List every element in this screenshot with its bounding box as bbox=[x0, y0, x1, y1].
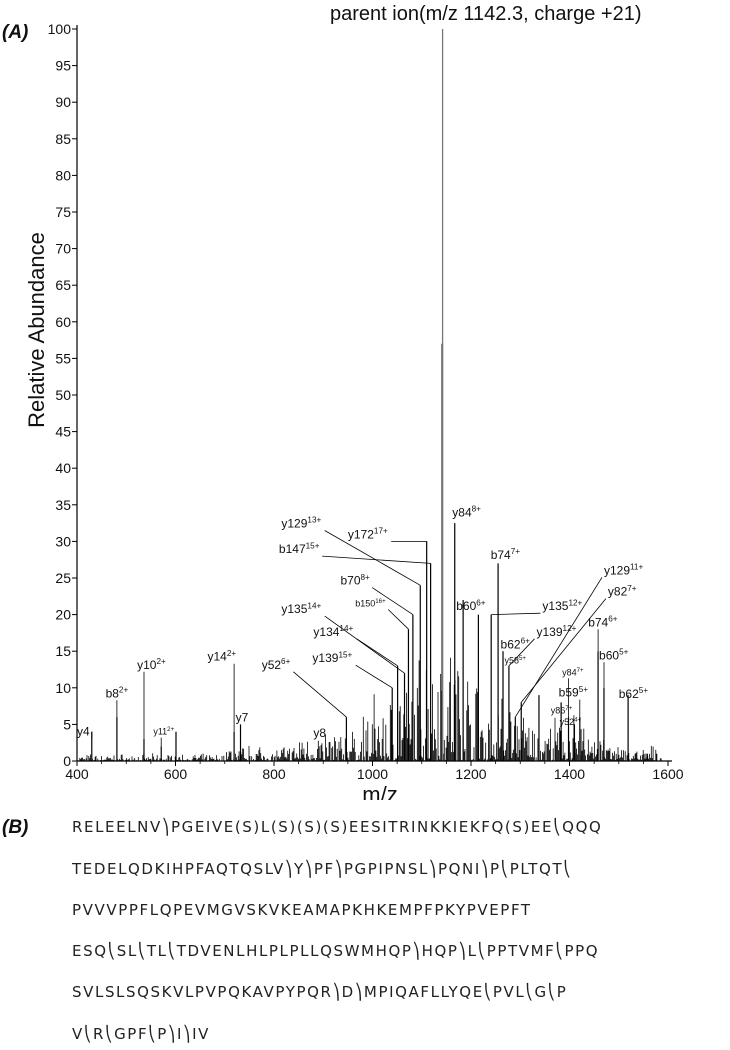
y-tick-label: 5 bbox=[63, 716, 71, 732]
ion-annotation: b746+ bbox=[588, 615, 618, 630]
ion-annotation: y13414+ bbox=[313, 624, 353, 639]
y-tick-label: 50 bbox=[55, 387, 71, 403]
ion-annotation: y848+ bbox=[452, 505, 481, 520]
panel-label-b: (B) bbox=[2, 817, 29, 838]
annotation-leader bbox=[322, 555, 431, 564]
annotation-leader bbox=[355, 664, 393, 689]
ion-annotation: b606+ bbox=[456, 598, 486, 613]
x-tick-label: 1200 bbox=[455, 766, 486, 782]
ion-annotation: y13512+ bbox=[542, 598, 582, 613]
ion-annotation: y8 bbox=[313, 726, 326, 740]
ion-annotation: b82+ bbox=[106, 686, 129, 701]
spectrum-peaks bbox=[91, 29, 658, 761]
y-tick-label: 55 bbox=[55, 350, 71, 366]
ion-annotation: b626+ bbox=[501, 636, 531, 651]
y-tick-label: 25 bbox=[55, 570, 71, 586]
annotation-leader bbox=[514, 577, 603, 718]
y-tick-label: 85 bbox=[55, 131, 71, 147]
y-tick-label: 80 bbox=[55, 167, 71, 183]
y-tick-label: 65 bbox=[55, 277, 71, 293]
y-tick-label: 0 bbox=[63, 753, 71, 769]
x-tick-label: 1400 bbox=[554, 766, 585, 782]
ion-annotation: y585+ bbox=[504, 655, 526, 666]
y-tick-label: 70 bbox=[55, 241, 71, 257]
sequence-line: RELEELNV⎞PGEIVE(S)L(S)(S)(S)EESITRINKKIE… bbox=[72, 818, 603, 836]
annotation-leader bbox=[293, 671, 347, 718]
ion-annotation: y526+ bbox=[262, 657, 291, 672]
y-tick-label: 15 bbox=[55, 643, 71, 659]
y-tick-label: 45 bbox=[55, 424, 71, 440]
y-tick-label: 30 bbox=[55, 533, 71, 549]
ion-annotation: y4 bbox=[77, 724, 90, 738]
annotation-leader bbox=[324, 530, 421, 586]
ion-annotation: b625+ bbox=[619, 686, 649, 701]
sequence-line: V⎝R⎝GPF⎝P⎞I⎞IV bbox=[72, 1025, 211, 1043]
y-tick-label: 60 bbox=[55, 314, 71, 330]
ion-annotation: b14715+ bbox=[279, 541, 320, 556]
annotation-leader bbox=[520, 598, 607, 703]
ion-annotation: y867+ bbox=[551, 705, 573, 716]
ion-annotation: y13915+ bbox=[312, 650, 352, 665]
x-axis-label: m/z bbox=[362, 782, 397, 800]
ion-annotation: y102+ bbox=[137, 657, 166, 672]
annotation-leader bbox=[491, 612, 541, 615]
y-tick-label: 35 bbox=[55, 497, 71, 513]
sequence-line: TEDELQDKIHPFAQTQSLV⎞Y⎞PF⎞PGPIPNSL⎞PQNI⎞P… bbox=[72, 860, 573, 878]
annotation-leader bbox=[324, 615, 405, 674]
y-tick-label: 95 bbox=[55, 58, 71, 74]
ion-annotation: b605+ bbox=[599, 647, 629, 662]
sequence-line: ESQ⎝SL⎝TL⎝TDVENLHLPLPLLQSWMHQP⎞HQP⎞L⎝PPT… bbox=[72, 942, 600, 960]
ion-annotation: y13514+ bbox=[281, 601, 321, 616]
annotation-leader bbox=[371, 587, 414, 615]
chart-title: parent ion(m/z 1142.3, charge +21) bbox=[330, 3, 641, 25]
y-tick-label: 10 bbox=[55, 680, 71, 696]
panel-label-a: (A) bbox=[2, 22, 29, 43]
ion-annotation: y112+ bbox=[153, 726, 174, 737]
ion-annotation: y12913+ bbox=[281, 516, 321, 531]
ion-annotation: y17217+ bbox=[348, 527, 388, 542]
mass-spectrum-chart: parent ion(m/z 1142.3, charge +21) Relat… bbox=[24, 3, 684, 800]
x-tick-label: 1600 bbox=[652, 766, 683, 782]
ion-annotation: b747+ bbox=[491, 547, 521, 562]
x-tick-label: 600 bbox=[164, 766, 188, 782]
ion-annotation: y13912+ bbox=[537, 624, 577, 639]
x-tick-label: 400 bbox=[65, 766, 89, 782]
annotation-leader bbox=[387, 609, 409, 630]
ion-annotation: b708+ bbox=[340, 573, 370, 588]
ion-annotation: y12911+ bbox=[604, 563, 643, 578]
annotation-leader-lines bbox=[91, 530, 607, 747]
y-tick-label: 75 bbox=[55, 204, 71, 220]
chart-axes: 0 5 10 15 20 25 30 35 40 45 50 55 60 65 70 75 80 85 90 95 10… bbox=[48, 21, 684, 782]
x-tick-label: 1000 bbox=[357, 766, 388, 782]
annotation-labels: y4 b82+ y102+ y112+ y142+ y7 y526+ y8 y12913+ b14… bbox=[77, 505, 648, 740]
ion-annotation: b15016+ bbox=[355, 598, 386, 609]
ion-annotation: y847+ bbox=[562, 667, 584, 678]
y-tick-label: 40 bbox=[55, 460, 71, 476]
ion-annotation: b595+ bbox=[559, 685, 589, 700]
ion-annotation: y7 bbox=[236, 710, 249, 724]
sequence-line: PVVVPPFLQPEVMGVSKVKEAMAPKHKEMPFPKYPVEPFT bbox=[72, 901, 532, 919]
ion-annotation: y142+ bbox=[208, 649, 237, 664]
ion-annotation: y524+ bbox=[560, 717, 582, 728]
annotation-leader bbox=[356, 638, 398, 667]
y-tick-label: 20 bbox=[55, 607, 71, 623]
y-tick-label: 100 bbox=[48, 21, 72, 37]
y-tick-label: 90 bbox=[55, 94, 71, 110]
ion-annotation: y827+ bbox=[608, 584, 637, 599]
annotation-leader bbox=[508, 638, 535, 667]
sequence-line: SVLSLSQSKVLPVPQKAVPYPQR⎞D⎞MPIQAFLLYQE⎝PV… bbox=[72, 983, 568, 1001]
y-axis-label: Relative Abundance bbox=[24, 232, 49, 428]
x-tick-label: 800 bbox=[262, 766, 286, 782]
